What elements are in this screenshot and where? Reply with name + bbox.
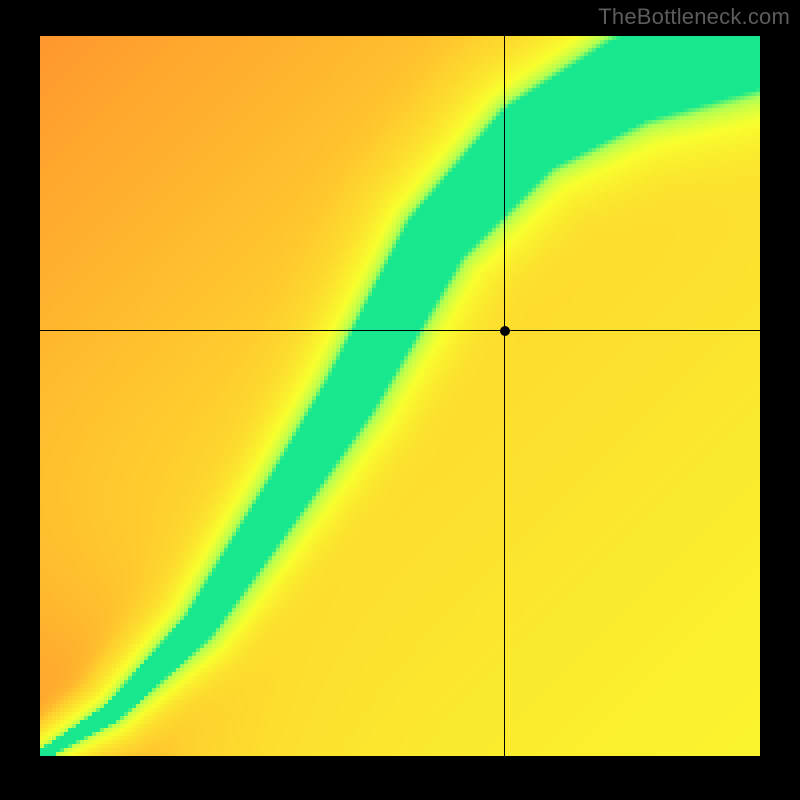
crosshair-vertical-line: [504, 36, 505, 756]
marker-dot: [500, 326, 510, 336]
heatmap-canvas: [40, 36, 760, 756]
crosshair-horizontal-line: [40, 330, 760, 331]
figure-container: TheBottleneck.com: [0, 0, 800, 800]
plot-area: [40, 36, 760, 756]
watermark-text: TheBottleneck.com: [598, 4, 790, 30]
